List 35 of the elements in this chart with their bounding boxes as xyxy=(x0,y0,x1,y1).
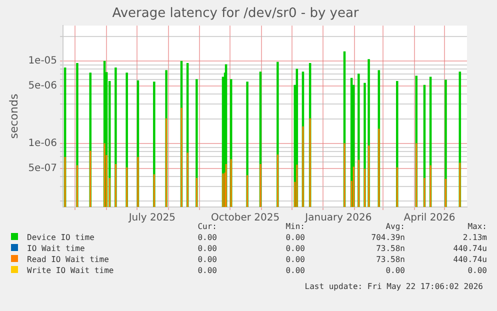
text: Min: xyxy=(286,222,305,231)
text: Avg: xyxy=(386,222,405,231)
text: 440.74u xyxy=(452,254,488,265)
text: 0.00 xyxy=(466,265,488,276)
text: 440.74u xyxy=(452,243,488,254)
y-tick-label: 5e-06 xyxy=(28,80,58,92)
text: 0.00 xyxy=(196,232,218,243)
legend-label: Device IO time xyxy=(26,232,96,243)
text: 2.13m xyxy=(462,232,488,243)
text: 0.00 xyxy=(284,232,306,243)
text: 0.00 xyxy=(284,243,306,254)
text: 0.00 xyxy=(284,254,306,265)
y-tick-label: 1e-05 xyxy=(28,56,58,67)
text: 73.58n xyxy=(375,254,406,265)
chart-title: Average latency for /dev/sr0 - by year xyxy=(112,6,360,22)
y-tick-label: 1e-06 xyxy=(28,138,58,150)
text: 0.00 xyxy=(196,254,218,265)
y-axis-title: seconds xyxy=(7,94,20,139)
x-tick-label: April 2026 xyxy=(404,212,456,224)
legend-label: Write IO Wait time xyxy=(26,265,115,276)
y-tick-label: 5e-07 xyxy=(28,162,58,174)
text: Max: xyxy=(468,222,487,231)
x-tick-label: January 2026 xyxy=(304,212,372,224)
x-tick-label: July 2025 xyxy=(128,212,176,224)
legend-label: Read IO Wait time xyxy=(26,254,110,265)
text: 704.39n xyxy=(370,232,406,243)
text: Cur: xyxy=(198,222,217,231)
text: 0.00 xyxy=(196,265,218,276)
text: 0.00 xyxy=(384,265,406,276)
x-tick-label: October 2025 xyxy=(210,212,280,224)
text: 0.00 xyxy=(196,243,218,254)
legend-label: IO Wait time xyxy=(26,243,86,254)
text: 0.00 xyxy=(284,265,306,276)
text: Last update: Fri May 22 17:06:02 2026 xyxy=(304,282,483,291)
text: 73.58n xyxy=(375,243,406,254)
